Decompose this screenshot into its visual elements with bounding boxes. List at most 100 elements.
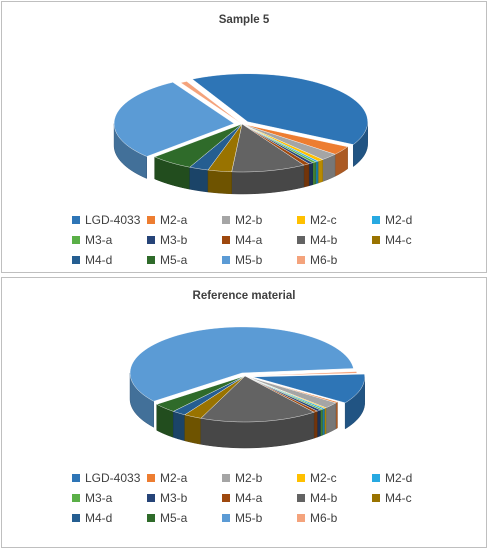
pie-slice-m6-b xyxy=(244,371,358,377)
pie-slice-side-m2-d xyxy=(322,408,325,436)
chart-legend: LGD-4033 M2-a M2-b M2-c M2-d M3-a M3-b M4-a M4-b… xyxy=(72,468,452,528)
legend-swatch xyxy=(72,216,80,224)
legend-item-m5-a: M5-a xyxy=(147,253,222,267)
legend-item-m5-a: M5-a xyxy=(147,511,222,525)
legend-item-lgd-4033: LGD-4033 xyxy=(72,213,147,227)
legend-label: M2-a xyxy=(160,213,188,227)
pie-slice-m4-a xyxy=(241,123,310,166)
legend-label: M2-b xyxy=(235,471,263,485)
legend-item-m4-b: M4-b xyxy=(297,233,372,247)
legend-swatch xyxy=(222,236,230,244)
legend-label: M4-a xyxy=(235,491,263,505)
legend-item-lgd-4033: LGD-4033 xyxy=(72,471,147,485)
legend-label: M4-c xyxy=(385,233,412,247)
pie-slice-m5-b xyxy=(129,326,354,402)
legend-row: M3-a M3-b M4-a M4-b M4-c xyxy=(72,230,452,250)
legend-swatch xyxy=(297,256,305,264)
pie-slice-side-m4-a xyxy=(313,410,318,439)
legend-swatch xyxy=(222,216,230,224)
legend-item-m2-a: M2-a xyxy=(147,213,222,227)
legend-swatch xyxy=(147,494,155,502)
legend-swatch xyxy=(297,514,305,522)
chart-panel-sample-5: Sample 5 LGD-4033 M2-a M2-b M2-c M2-d M3-a M3-… xyxy=(1,1,487,273)
legend-label: M4-b xyxy=(310,233,338,247)
legend-label: M2-a xyxy=(160,471,188,485)
legend-item-m4-b: M4-b xyxy=(297,491,372,505)
legend-label: M4-c xyxy=(385,491,412,505)
legend-item-m4-c: M4-c xyxy=(372,233,447,247)
legend-item-m2-b: M2-b xyxy=(222,213,297,227)
legend-item-m4-a: M4-a xyxy=(222,233,297,247)
legend-row: LGD-4033 M2-a M2-b M2-c M2-d xyxy=(72,468,452,488)
legend-swatch xyxy=(297,494,305,502)
legend-row: M4-d M5-a M5-b M6-b xyxy=(72,508,452,528)
pie-slice-side-m3-b xyxy=(308,162,313,187)
legend-item-m3-b: M3-b xyxy=(147,491,222,505)
pie-slice-side-m2-b xyxy=(325,402,337,435)
legend-swatch xyxy=(147,256,155,264)
pie-slice-side-m2-c xyxy=(317,159,323,184)
legend-swatch xyxy=(297,474,305,482)
legend-item-m4-c: M4-c xyxy=(372,491,447,505)
legend-swatch xyxy=(372,494,380,502)
pie-slice-m5-a xyxy=(156,375,246,412)
pie-slice-lgd-4033 xyxy=(252,373,365,404)
pie-chart-reference-material xyxy=(129,326,365,449)
chart-legend: LGD-4033 M2-a M2-b M2-c M2-d M3-a M3-b M4-a M4-b… xyxy=(72,210,452,270)
legend-item-m4-d: M4-d xyxy=(72,253,147,267)
legend-label: M3-a xyxy=(85,491,113,505)
legend-label: M4-d xyxy=(85,511,113,525)
legend-item-m6-b: M6-b xyxy=(297,253,372,267)
legend-swatch xyxy=(72,256,80,264)
legend-label: M2-b xyxy=(235,213,263,227)
legend-item-m3-a: M3-a xyxy=(72,233,147,247)
pie-slice-side-m2-d xyxy=(315,160,319,185)
legend-label: LGD-4033 xyxy=(85,213,141,227)
pie-slice-side-m4-c xyxy=(207,169,232,195)
pie-slice-m4-b xyxy=(231,123,305,173)
legend-row: LGD-4033 M2-a M2-b M2-c M2-d xyxy=(72,210,452,230)
legend-item-m2-b: M2-b xyxy=(222,471,297,485)
legend-label: M2-d xyxy=(385,213,413,227)
pie-slice-lgd-4033 xyxy=(191,73,368,145)
legend-swatch xyxy=(147,514,155,522)
legend-swatch xyxy=(72,236,80,244)
pie-slice-m2-b xyxy=(244,375,337,409)
legend-item-m2-c: M2-c xyxy=(297,213,372,227)
legend-swatch xyxy=(147,216,155,224)
pie-slice-m2-a xyxy=(241,123,349,155)
legend-item-m2-d: M2-d xyxy=(372,213,447,227)
pie-slice-side-m4-d xyxy=(189,166,209,193)
legend-label: LGD-4033 xyxy=(85,471,141,485)
legend-label: M5-b xyxy=(235,511,263,525)
pie-slice-m5-a xyxy=(154,123,243,168)
legend-label: M5-a xyxy=(160,511,188,525)
legend-label: M3-b xyxy=(160,491,188,505)
legend-item-m2-d: M2-d xyxy=(372,471,447,485)
pie-slice-side-m4-a xyxy=(303,163,310,188)
legend-label: M2-d xyxy=(385,471,413,485)
pie-slice-m5-b xyxy=(113,82,235,157)
legend-row: M3-a M3-b M4-a M4-b M4-c xyxy=(72,488,452,508)
legend-label: M4-d xyxy=(85,253,113,267)
legend-swatch xyxy=(147,474,155,482)
pie-slice-m4-c xyxy=(184,375,246,419)
pie-slice-m4-c xyxy=(207,123,243,173)
legend-swatch xyxy=(372,216,380,224)
legend-swatch xyxy=(72,474,80,482)
pie-slice-side-m3-a xyxy=(312,161,316,186)
legend-label: M3-a xyxy=(85,233,113,247)
chart-panel-reference-material: Reference material LGD-4033 M2-a M2-b M2-c M… xyxy=(1,277,487,548)
legend-item-m2-c: M2-c xyxy=(297,471,372,485)
chart-title: Reference material xyxy=(192,290,296,302)
legend-item-m3-b: M3-b xyxy=(147,233,222,247)
legend-label: M4-a xyxy=(235,233,263,247)
pie-slice-side-m3-a xyxy=(320,408,323,437)
legend-item-m5-b: M5-b xyxy=(222,511,297,525)
chart-title: Sample 5 xyxy=(218,14,270,26)
legend-swatch xyxy=(222,494,230,502)
pie-slice-side-m3-b xyxy=(316,409,321,438)
legend-swatch xyxy=(297,236,305,244)
pie-slice-m4-b xyxy=(200,375,315,423)
legend-swatch xyxy=(297,216,305,224)
